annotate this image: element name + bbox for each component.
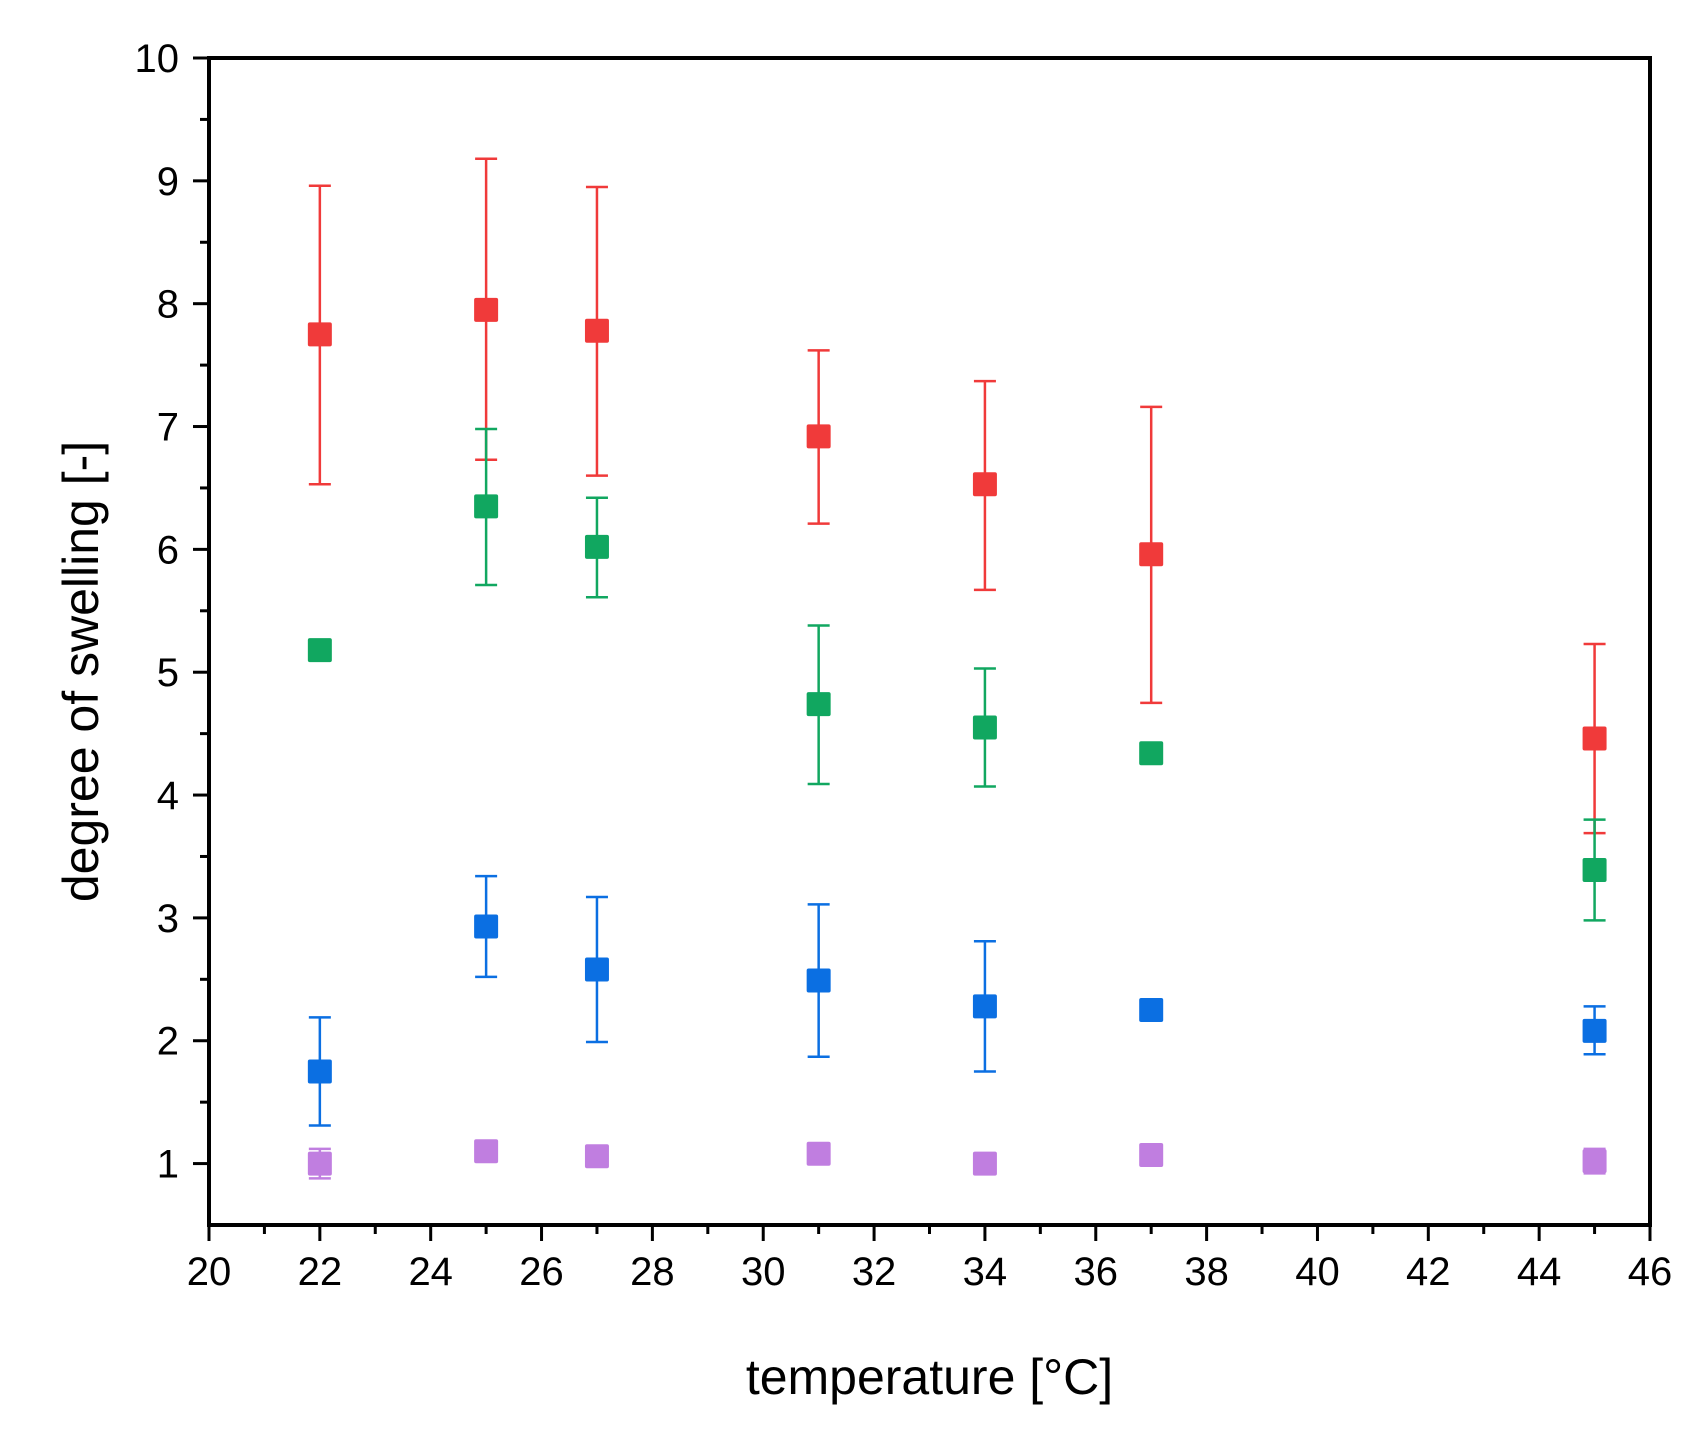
data-point-red bbox=[1139, 542, 1164, 567]
x-tick-label: 40 bbox=[1295, 1250, 1340, 1294]
y-tick-label: 3 bbox=[157, 897, 179, 941]
data-point-green bbox=[584, 534, 609, 559]
data-point-blue bbox=[307, 1059, 332, 1084]
x-tick-label: 32 bbox=[852, 1250, 897, 1294]
data-point-blue bbox=[1139, 998, 1164, 1023]
series-blue bbox=[307, 874, 1607, 1127]
y-tick-label: 5 bbox=[157, 651, 179, 695]
x-tick-label: 36 bbox=[1074, 1250, 1119, 1294]
x-tick-label: 24 bbox=[408, 1250, 453, 1294]
x-tick-label: 44 bbox=[1517, 1250, 1562, 1294]
y-axis-title: degree of swelling [-] bbox=[53, 441, 109, 902]
series-purple bbox=[307, 1139, 1607, 1180]
data-point-green bbox=[1582, 857, 1607, 882]
data-point-red bbox=[584, 318, 609, 343]
data-point-green bbox=[806, 692, 831, 717]
x-axis-title: temperature [°C] bbox=[746, 1349, 1113, 1405]
data-point-green bbox=[307, 638, 332, 663]
data-point-purple bbox=[1139, 1142, 1164, 1167]
data-point-blue bbox=[584, 957, 609, 982]
plot-frame bbox=[207, 56, 1652, 1227]
data-point-red bbox=[972, 472, 997, 497]
data-point-red bbox=[474, 297, 499, 322]
y-tick-label: 4 bbox=[157, 774, 179, 818]
series-red bbox=[307, 157, 1607, 835]
series-green bbox=[307, 427, 1607, 922]
y-tick-label: 7 bbox=[157, 406, 179, 450]
x-tick-label: 38 bbox=[1184, 1250, 1229, 1294]
x-tick-label: 28 bbox=[630, 1250, 675, 1294]
data-point-green bbox=[474, 494, 499, 519]
y-tick-label: 10 bbox=[135, 37, 180, 81]
data-point-green bbox=[1139, 741, 1164, 766]
x-tick-label: 20 bbox=[187, 1250, 232, 1294]
data-marks bbox=[307, 157, 1607, 1180]
data-point-purple bbox=[806, 1141, 831, 1166]
y-tick-label: 9 bbox=[157, 160, 179, 204]
data-point-purple bbox=[474, 1139, 499, 1164]
data-point-purple bbox=[972, 1151, 997, 1176]
data-point-red bbox=[307, 322, 332, 347]
x-tick-label: 26 bbox=[519, 1250, 564, 1294]
data-point-blue bbox=[1582, 1018, 1607, 1043]
y-tick-label: 6 bbox=[157, 528, 179, 572]
data-point-purple bbox=[307, 1151, 332, 1176]
x-tick-label: 42 bbox=[1406, 1250, 1451, 1294]
y-tick-label: 8 bbox=[157, 283, 179, 327]
data-point-blue bbox=[806, 968, 831, 993]
data-point-blue bbox=[972, 994, 997, 1019]
x-tick-label: 22 bbox=[298, 1250, 343, 1294]
y-tick-label: 2 bbox=[157, 1020, 179, 1064]
x-tick-label: 34 bbox=[963, 1250, 1008, 1294]
data-point-purple bbox=[1582, 1149, 1607, 1174]
data-point-green bbox=[972, 715, 997, 740]
data-point-red bbox=[806, 424, 831, 449]
data-point-blue bbox=[474, 914, 499, 939]
data-point-red bbox=[1582, 726, 1607, 751]
data-point-purple bbox=[584, 1144, 609, 1169]
x-tick-label: 30 bbox=[741, 1250, 786, 1294]
y-tick-label: 1 bbox=[157, 1143, 179, 1187]
x-tick-label: 46 bbox=[1628, 1250, 1673, 1294]
